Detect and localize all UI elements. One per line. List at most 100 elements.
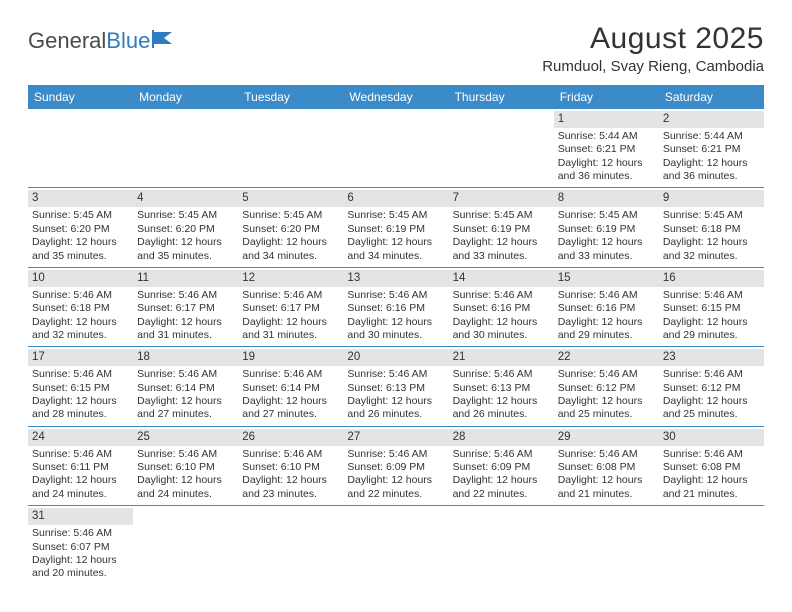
sunrise-line: Sunrise: 5:45 AM — [137, 209, 234, 222]
day-cell — [343, 109, 448, 187]
day-cell — [449, 506, 554, 584]
week-row: 10Sunrise: 5:46 AMSunset: 6:18 PMDayligh… — [28, 268, 764, 347]
day-number: 9 — [659, 190, 764, 207]
sunrise-line: Sunrise: 5:46 AM — [347, 448, 444, 461]
sunset-line: Sunset: 6:08 PM — [663, 461, 760, 474]
sunrise-line: Sunrise: 5:46 AM — [558, 368, 655, 381]
day-number: 5 — [238, 190, 343, 207]
daylight-line: Daylight: 12 hours and 32 minutes. — [663, 236, 760, 263]
sunrise-line: Sunrise: 5:46 AM — [558, 289, 655, 302]
title-block: August 2025 Rumduol, Svay Rieng, Cambodi… — [542, 22, 764, 75]
day-cell — [28, 109, 133, 187]
sunset-line: Sunset: 6:17 PM — [137, 302, 234, 315]
sunrise-line: Sunrise: 5:44 AM — [663, 130, 760, 143]
sunset-line: Sunset: 6:08 PM — [558, 461, 655, 474]
sunset-line: Sunset: 6:14 PM — [137, 382, 234, 395]
sunset-line: Sunset: 6:15 PM — [32, 382, 129, 395]
daylight-line: Daylight: 12 hours and 29 minutes. — [663, 316, 760, 343]
day-cell: 30Sunrise: 5:46 AMSunset: 6:08 PMDayligh… — [659, 427, 764, 505]
day-number: 26 — [238, 429, 343, 446]
daylight-line: Daylight: 12 hours and 33 minutes. — [558, 236, 655, 263]
daylight-line: Daylight: 12 hours and 28 minutes. — [32, 395, 129, 422]
daylight-line: Daylight: 12 hours and 26 minutes. — [453, 395, 550, 422]
daylight-line: Daylight: 12 hours and 31 minutes. — [242, 316, 339, 343]
daylight-line: Daylight: 12 hours and 22 minutes. — [453, 474, 550, 501]
daylight-line: Daylight: 12 hours and 25 minutes. — [558, 395, 655, 422]
sunset-line: Sunset: 6:11 PM — [32, 461, 129, 474]
sunset-line: Sunset: 6:20 PM — [137, 223, 234, 236]
day-header-row: Sunday Monday Tuesday Wednesday Thursday… — [28, 85, 764, 109]
day-cell: 26Sunrise: 5:46 AMSunset: 6:10 PMDayligh… — [238, 427, 343, 505]
day-cell: 23Sunrise: 5:46 AMSunset: 6:12 PMDayligh… — [659, 347, 764, 425]
sunset-line: Sunset: 6:20 PM — [242, 223, 339, 236]
calendar-document: GeneralBlue August 2025 Rumduol, Svay Ri… — [0, 0, 792, 607]
sunrise-line: Sunrise: 5:45 AM — [32, 209, 129, 222]
sunset-line: Sunset: 6:10 PM — [137, 461, 234, 474]
daylight-line: Daylight: 12 hours and 30 minutes. — [453, 316, 550, 343]
day-cell — [554, 506, 659, 584]
day-number: 12 — [238, 270, 343, 287]
sunset-line: Sunset: 6:16 PM — [347, 302, 444, 315]
month-title: August 2025 — [542, 22, 764, 56]
sunset-line: Sunset: 6:09 PM — [347, 461, 444, 474]
day-cell: 7Sunrise: 5:45 AMSunset: 6:19 PMDaylight… — [449, 188, 554, 266]
sunset-line: Sunset: 6:15 PM — [663, 302, 760, 315]
day-cell: 25Sunrise: 5:46 AMSunset: 6:10 PMDayligh… — [133, 427, 238, 505]
day-number: 27 — [343, 429, 448, 446]
week-row: 24Sunrise: 5:46 AMSunset: 6:11 PMDayligh… — [28, 427, 764, 506]
calendar: Sunday Monday Tuesday Wednesday Thursday… — [28, 85, 764, 585]
day-number: 2 — [659, 111, 764, 128]
sunset-line: Sunset: 6:16 PM — [558, 302, 655, 315]
day-number: 14 — [449, 270, 554, 287]
day-number: 29 — [554, 429, 659, 446]
sunset-line: Sunset: 6:19 PM — [347, 223, 444, 236]
sunrise-line: Sunrise: 5:46 AM — [663, 368, 760, 381]
sunrise-line: Sunrise: 5:46 AM — [347, 368, 444, 381]
sunset-line: Sunset: 6:13 PM — [347, 382, 444, 395]
daylight-line: Daylight: 12 hours and 35 minutes. — [32, 236, 129, 263]
sunrise-line: Sunrise: 5:46 AM — [242, 368, 339, 381]
day-number: 21 — [449, 349, 554, 366]
daylight-line: Daylight: 12 hours and 24 minutes. — [137, 474, 234, 501]
week-row: 31Sunrise: 5:46 AMSunset: 6:07 PMDayligh… — [28, 506, 764, 584]
sunrise-line: Sunrise: 5:46 AM — [137, 368, 234, 381]
day-number: 3 — [28, 190, 133, 207]
sunset-line: Sunset: 6:19 PM — [558, 223, 655, 236]
daylight-line: Daylight: 12 hours and 30 minutes. — [347, 316, 444, 343]
daylight-line: Daylight: 12 hours and 32 minutes. — [32, 316, 129, 343]
daylight-line: Daylight: 12 hours and 27 minutes. — [242, 395, 339, 422]
daylight-line: Daylight: 12 hours and 36 minutes. — [558, 157, 655, 184]
day-cell: 15Sunrise: 5:46 AMSunset: 6:16 PMDayligh… — [554, 268, 659, 346]
day-cell: 4Sunrise: 5:45 AMSunset: 6:20 PMDaylight… — [133, 188, 238, 266]
day-number: 13 — [343, 270, 448, 287]
day-cell: 6Sunrise: 5:45 AMSunset: 6:19 PMDaylight… — [343, 188, 448, 266]
logo: GeneralBlue — [28, 28, 178, 54]
logo-flag-icon — [152, 28, 178, 54]
day-cell: 12Sunrise: 5:46 AMSunset: 6:17 PMDayligh… — [238, 268, 343, 346]
sunrise-line: Sunrise: 5:45 AM — [663, 209, 760, 222]
daylight-line: Daylight: 12 hours and 36 minutes. — [663, 157, 760, 184]
day-number: 8 — [554, 190, 659, 207]
sunset-line: Sunset: 6:21 PM — [558, 143, 655, 156]
location: Rumduol, Svay Rieng, Cambodia — [542, 58, 764, 75]
day-header: Wednesday — [343, 85, 448, 109]
daylight-line: Daylight: 12 hours and 25 minutes. — [663, 395, 760, 422]
week-row: 17Sunrise: 5:46 AMSunset: 6:15 PMDayligh… — [28, 347, 764, 426]
day-number: 20 — [343, 349, 448, 366]
day-cell: 10Sunrise: 5:46 AMSunset: 6:18 PMDayligh… — [28, 268, 133, 346]
daylight-line: Daylight: 12 hours and 29 minutes. — [558, 316, 655, 343]
day-cell: 8Sunrise: 5:45 AMSunset: 6:19 PMDaylight… — [554, 188, 659, 266]
day-number: 22 — [554, 349, 659, 366]
day-number: 11 — [133, 270, 238, 287]
daylight-line: Daylight: 12 hours and 24 minutes. — [32, 474, 129, 501]
sunrise-line: Sunrise: 5:46 AM — [453, 368, 550, 381]
sunrise-line: Sunrise: 5:46 AM — [32, 527, 129, 540]
daylight-line: Daylight: 12 hours and 35 minutes. — [137, 236, 234, 263]
sunset-line: Sunset: 6:21 PM — [663, 143, 760, 156]
day-cell: 3Sunrise: 5:45 AMSunset: 6:20 PMDaylight… — [28, 188, 133, 266]
daylight-line: Daylight: 12 hours and 26 minutes. — [347, 395, 444, 422]
day-number: 31 — [28, 508, 133, 525]
day-cell: 17Sunrise: 5:46 AMSunset: 6:15 PMDayligh… — [28, 347, 133, 425]
day-cell: 21Sunrise: 5:46 AMSunset: 6:13 PMDayligh… — [449, 347, 554, 425]
sunrise-line: Sunrise: 5:46 AM — [242, 289, 339, 302]
